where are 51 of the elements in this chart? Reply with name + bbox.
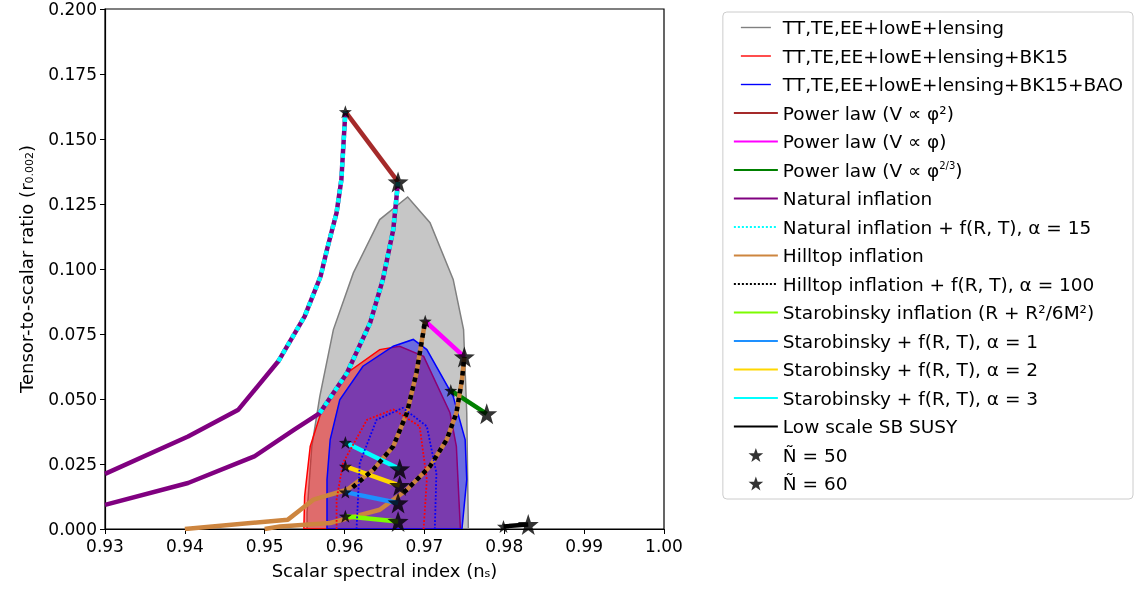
legend-label: Starobinsky + f(R, T), α = 1 <box>782 330 1039 352</box>
y-tick-label: 0.175 <box>48 64 97 84</box>
x-tick-label: 1.00 <box>645 535 683 556</box>
point <box>444 383 458 397</box>
point <box>387 510 409 532</box>
point <box>389 458 411 480</box>
legend-label: Hilltop inflation <box>782 245 924 266</box>
point <box>338 509 352 523</box>
point <box>476 403 498 425</box>
point <box>338 105 352 119</box>
y-axis-title: Tensor-to-scalar ratio (r0.002) <box>15 144 37 395</box>
y-tick-label: 0.125 <box>48 194 97 214</box>
legend-label: Starobinsky + f(R, T), α = 2 <box>782 359 1039 380</box>
x-tick-label: 0.98 <box>485 535 524 556</box>
y-tick-label: 0.075 <box>48 324 97 344</box>
y-tick-label: 0.050 <box>48 389 97 409</box>
point <box>453 346 475 368</box>
legend-label: Ñ = 60 <box>782 473 848 494</box>
y-tick-label: 0.025 <box>48 454 97 474</box>
legend-label: Starobinsky inflation (R + R²/6M²) <box>782 302 1095 323</box>
point <box>496 519 510 533</box>
x-tick-label: 0.99 <box>565 535 604 556</box>
x-tick-label: 0.95 <box>245 535 284 556</box>
legend-label: Low scale SB SUSY <box>782 416 959 437</box>
point <box>338 485 352 499</box>
legend-label: TT,TE,EE+lowE+lensing+BK15+BAO <box>781 74 1124 95</box>
point <box>517 514 539 536</box>
legend-label: Starobinsky + f(R, T), α = 3 <box>782 387 1039 409</box>
point <box>338 435 352 449</box>
point <box>338 459 352 473</box>
x-axis-title: Scalar spectral index (ns) <box>271 559 498 581</box>
line-series <box>335 408 428 530</box>
y-tick-label: 0.150 <box>48 129 97 149</box>
legend-label: Power law (V ∝ φ²) <box>782 102 954 124</box>
legend-label: Natural inflation <box>782 188 933 209</box>
legend-label: Hilltop inflation + f(R, T), α = 100 <box>782 273 1095 295</box>
x-tick-label: 0.94 <box>165 535 204 556</box>
y-tick-label: 0.200 <box>48 0 97 19</box>
legend-label: Natural inflation + f(R, T), α = 15 <box>782 216 1092 238</box>
legend-label: TT,TE,EE+lowE+lensing <box>781 17 1005 38</box>
legend-label: Ñ = 50 <box>782 444 848 466</box>
x-tick-label: 0.97 <box>405 535 444 556</box>
point <box>389 475 411 497</box>
point <box>387 492 409 514</box>
legend-label: Power law (V ∝ φ) <box>782 131 947 152</box>
y-tick-label: 0.100 <box>48 259 97 279</box>
x-tick-label: 0.96 <box>325 535 364 556</box>
point <box>387 171 409 193</box>
line-series <box>355 406 438 530</box>
point <box>418 314 432 328</box>
legend-label: TT,TE,EE+lowE+lensing+BK15 <box>781 45 1068 67</box>
